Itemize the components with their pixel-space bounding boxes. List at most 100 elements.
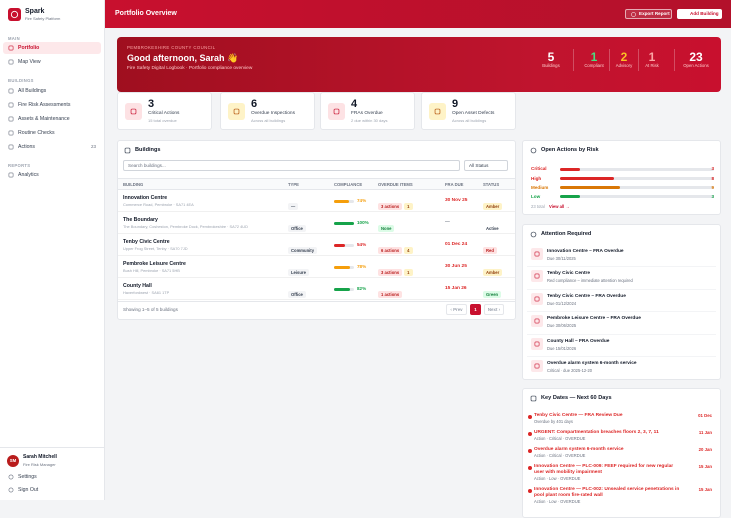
- key-dates-panel: Key Dates — Next 60 Days Tenby Civic Cent…: [522, 388, 721, 518]
- key-date-item[interactable]: Tenby Civic Centre — FRA Review Due Overd…: [528, 413, 712, 425]
- nav-item[interactable]: Map View: [3, 56, 101, 68]
- risk-value: 9: [711, 184, 714, 190]
- attention-detail: Due 01/12/2024: [547, 300, 577, 306]
- attention-row[interactable]: [527, 356, 716, 377]
- attention-detail: Due 15/01/2026: [547, 345, 577, 351]
- icon-shape: [8, 144, 14, 149]
- attention-row[interactable]: [527, 244, 716, 265]
- key-date-item[interactable]: Innovation Centre — PLC-009: FEEF requir…: [528, 464, 712, 482]
- key-date-date: 01 Dec: [698, 413, 712, 418]
- icon-shape: [530, 231, 537, 238]
- logo: [8, 8, 21, 21]
- table-row[interactable]: [118, 212, 515, 234]
- buildings-panel: Buildings Search buildings... All Status BU…: [117, 140, 516, 320]
- key-date-item[interactable]: Overdue alarm system 6-month service Acti…: [528, 447, 712, 459]
- overdue-items: 3 actions 1: [378, 198, 415, 216]
- risk-value: 8: [711, 175, 714, 181]
- attention-row[interactable]: [527, 288, 716, 310]
- key-date-item[interactable]: URGENT: Compartmentation breaches floors…: [528, 430, 712, 442]
- nav-item[interactable]: Analytics: [3, 169, 101, 181]
- risk-track: [560, 186, 714, 190]
- table-row[interactable]: [118, 190, 515, 212]
- stat-label: At Risk: [645, 63, 659, 68]
- stat-label: Buildings: [542, 63, 560, 68]
- nav-item[interactable]: Assets & Maintenance: [3, 113, 101, 125]
- icon: [8, 102, 14, 107]
- attention-detail: Due 30/11/2025: [547, 256, 576, 261]
- brand: Spark: [25, 8, 45, 15]
- status: Green: [483, 286, 503, 304]
- icon: [534, 251, 540, 257]
- table-footer: Showing 1–5 of 5 buildings: [123, 307, 178, 312]
- icon-shape: [8, 474, 14, 480]
- icon-shape: [8, 172, 14, 178]
- status: Amber: [483, 264, 504, 282]
- key-date-detail: Action · Low · OVERDUE: [534, 476, 581, 481]
- attention-detail: Due 30/06/2025: [547, 323, 577, 329]
- kpi-label: Open Asset Defects: [452, 111, 495, 116]
- column-header: FRA DUE: [445, 181, 464, 187]
- key-date-item[interactable]: Innovation Centre — PLC-002: Unsealed se…: [528, 487, 712, 505]
- stat-value: 23: [689, 50, 703, 64]
- status-filter[interactable]: All Status: [464, 160, 508, 171]
- icon: [530, 231, 537, 238]
- risk-track: [560, 176, 714, 180]
- overdue-pill: 1 actions: [378, 290, 403, 298]
- nav-item[interactable]: All Buildings: [3, 85, 101, 97]
- attention-row[interactable]: [527, 266, 716, 287]
- nav-section-label: BUILDINGS: [8, 78, 34, 83]
- table-row[interactable]: [118, 256, 515, 278]
- type-pill: Office: [288, 220, 308, 238]
- footer-link[interactable]: Settings: [18, 473, 37, 480]
- status: Active: [483, 220, 504, 238]
- sidebar: Spark Fire Safety Platform MAIN Portfolio Ma…: [0, 0, 105, 500]
- icon: [530, 147, 537, 154]
- nav-item[interactable]: Portfolio: [3, 42, 101, 54]
- type-label: Office: [288, 290, 306, 298]
- table-row[interactable]: [118, 278, 515, 300]
- search-input[interactable]: Search buildings...: [123, 160, 460, 171]
- icon: [124, 147, 131, 154]
- overdue-pill: 3 actions: [378, 202, 403, 210]
- icon-shape: [434, 108, 441, 115]
- nav-item[interactable]: Fire Risk Assessments: [3, 99, 101, 111]
- button[interactable]: Add Building: [677, 9, 722, 19]
- risk-track: [560, 167, 714, 171]
- key-date-title: Innovation Centre — PLC-009: FEEF requir…: [534, 464, 674, 475]
- attention-row[interactable]: [527, 333, 716, 355]
- compliance-label: 82%: [357, 286, 367, 292]
- table-footer-line: [118, 301, 515, 302]
- page-button[interactable]: Next ›: [484, 304, 504, 315]
- key-date-title: URGENT: Compartmentation breaches floors…: [534, 430, 659, 435]
- key-date-dot: [528, 465, 532, 470]
- key-date-dot: [528, 488, 532, 493]
- nav-item[interactable]: Actions 23: [3, 141, 101, 153]
- stat-label: Open Actions: [683, 63, 709, 68]
- icon-shape: [8, 45, 14, 51]
- button[interactable]: Export Report: [625, 9, 672, 19]
- page-button[interactable]: 1: [470, 304, 481, 315]
- risk-value: 3: [711, 166, 714, 172]
- icon-shape: [8, 88, 14, 93]
- attention-detail: Red compliance – immediate attention req…: [547, 278, 633, 284]
- risk-panel: Open Actions by Risk Critical 3 High 8 Medium…: [522, 140, 721, 215]
- attention-row[interactable]: [527, 311, 716, 332]
- page-button[interactable]: ‹ Prev: [446, 304, 467, 315]
- nav-item[interactable]: Routine Checks: [3, 127, 101, 139]
- key-date-detail: Action · Critical · OVERDUE: [534, 453, 586, 458]
- kpi-icon: [125, 103, 142, 120]
- footer-link[interactable]: Sign Out: [18, 486, 39, 493]
- icon: [631, 12, 636, 16]
- building-name: The Boundary: [123, 216, 158, 223]
- column-header: OVERDUE ITEMS: [378, 181, 413, 187]
- column-header: TYPE: [288, 181, 299, 187]
- key-date-title: Innovation Centre — PLC-002: Unsealed se…: [534, 487, 680, 498]
- icon: [534, 363, 540, 369]
- table-row[interactable]: [118, 234, 515, 256]
- key-date-date: 11 Jan: [698, 430, 712, 435]
- status: Amber: [483, 198, 504, 216]
- nav-label: Map View: [18, 59, 41, 65]
- building-name: Tenby Civic Centre: [123, 238, 170, 245]
- icon: [534, 341, 540, 346]
- view-all-link[interactable]: View all →: [549, 204, 570, 209]
